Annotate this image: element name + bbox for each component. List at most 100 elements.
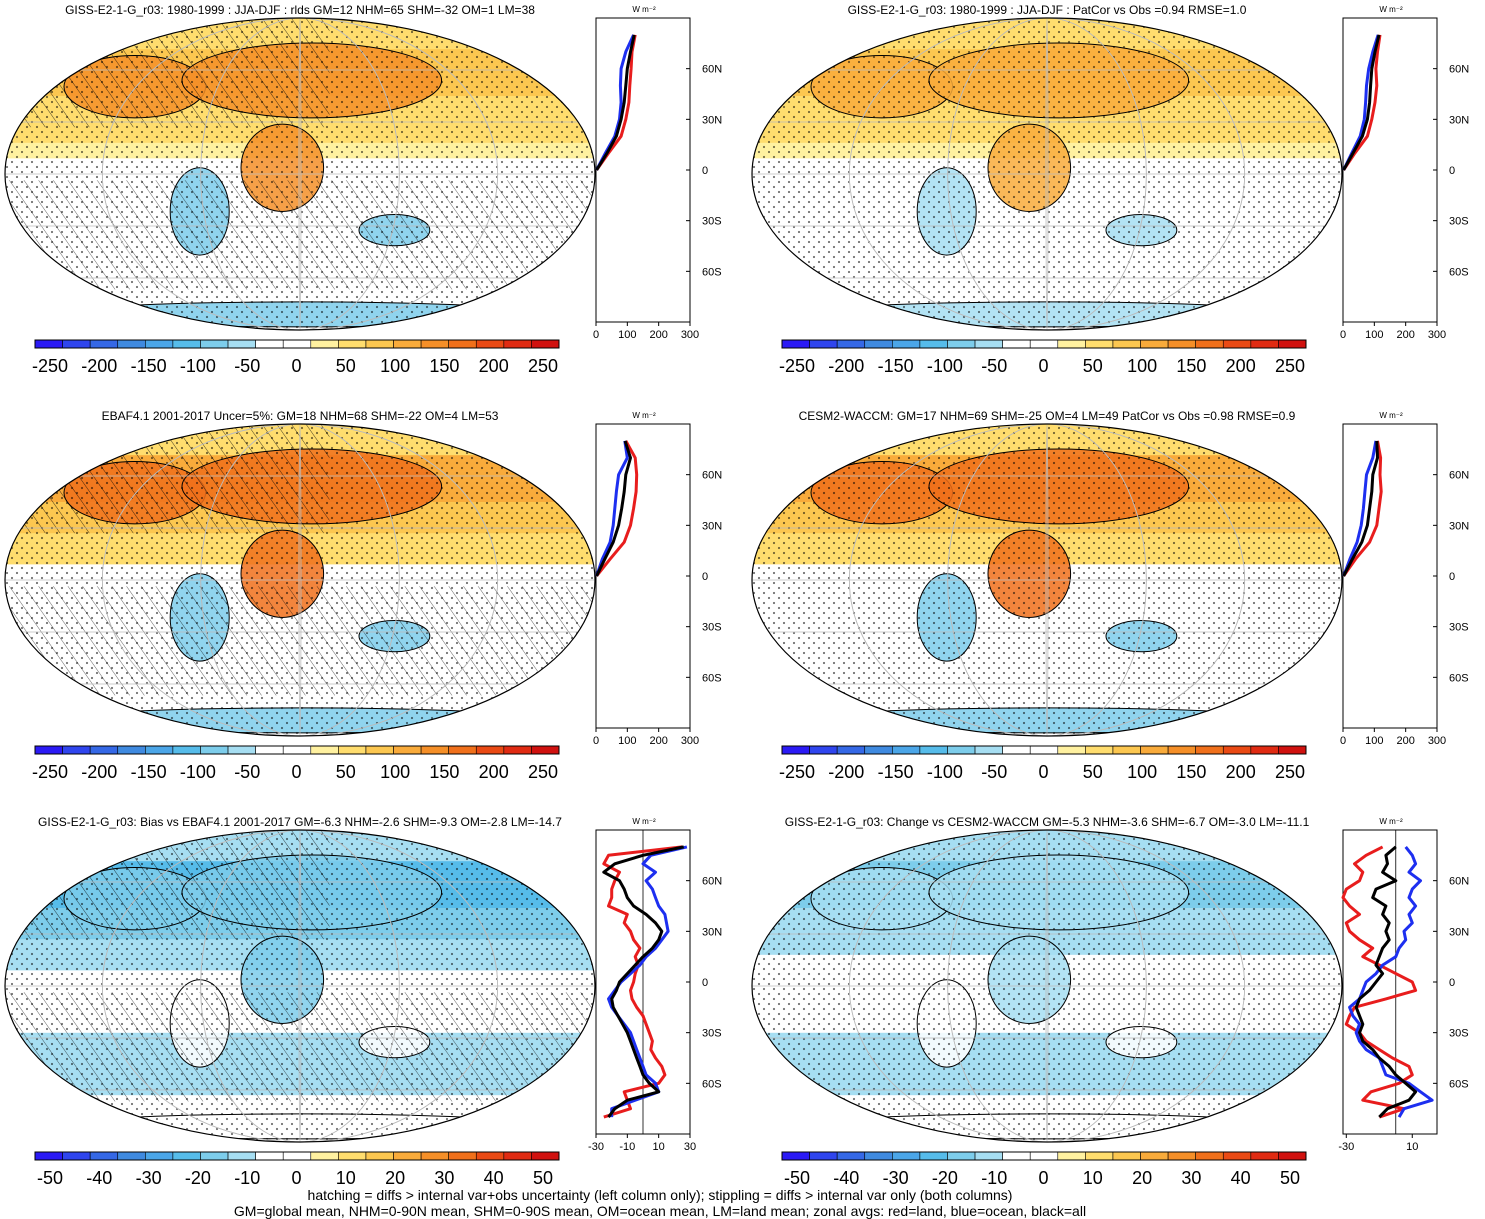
panel-1-lat-tick: 0 — [702, 165, 708, 177]
panel-1-hatching-sh — [5, 180, 595, 290]
panel-2-colorbar: -250 -200 -150 -100 -50 0 50 100 150 200 250 — [779, 339, 1307, 376]
panel-2-zonal-profile: W m⁻² 0 100 200 300 60N 30N 0 30S 60S — [1340, 5, 1469, 341]
panel-4-colorbar-tick: 200 — [1226, 762, 1256, 782]
panel-5: GISS-E2-1-G_r03: Bias vs EBAF4.1 2001-20… — [4, 815, 722, 1188]
panel-5-colorbar-tick: 50 — [533, 1168, 553, 1188]
panel-2-colorbar-tick: 150 — [1176, 356, 1206, 376]
panel-2-colorbar-tick: 0 — [1038, 356, 1048, 376]
panel-3-xtick: 300 — [681, 735, 699, 747]
panel-3-series-land — [595, 440, 639, 577]
panel-3-colorbar: -250 -200 -150 -100 -50 0 50 100 150 200 250 — [32, 745, 560, 782]
panel-6-colorbar-tick: 10 — [1083, 1168, 1103, 1188]
panel-1-colorbar-tick: 0 — [291, 356, 301, 376]
panel-6-title: GISS-E2-1-G_r03: Change vs CESM2-WACCM G… — [785, 815, 1310, 829]
panel-4-map-field — [752, 424, 1342, 736]
panel-5-colorbar-tick: 20 — [385, 1168, 405, 1188]
panel-3-map-outline — [4, 423, 596, 737]
panel-3-map-field — [5, 424, 595, 736]
panel-5-map-outline — [4, 829, 596, 1143]
panel-3-colorbar-tick: 150 — [429, 762, 459, 782]
panel-6: GISS-E2-1-G_r03: Change vs CESM2-WACCM G… — [751, 815, 1469, 1188]
panel-4-title: CESM2-WACCM: GM=17 NHM=69 SHM=-25 OM=4 L… — [799, 409, 1296, 423]
panel-2-title: GISS-E2-1-G_r03: 1980-1999 : JJA-DJF : P… — [848, 3, 1247, 17]
panel-5-colorbar-tick: -40 — [86, 1168, 112, 1188]
panel-3-lat-tick: 30N — [702, 520, 722, 532]
panel-3-lat-tick: 30S — [702, 622, 722, 634]
panel-1-colorbar-tick: -50 — [234, 356, 260, 376]
panel-2-lat-tick: 30N — [1449, 114, 1469, 126]
panel-3-title: EBAF4.1 2001-2017 Uncer=5%: GM=18 NHM=68… — [102, 409, 499, 423]
panel-5-lat-tick: 60S — [702, 1078, 722, 1090]
panel-2-xtick: 300 — [1428, 329, 1446, 341]
panel-4-xtick: 300 — [1428, 735, 1446, 747]
panel-4-series-ocean — [1342, 440, 1378, 577]
panel-6-colorbar-tick: -20 — [932, 1168, 958, 1188]
panel-1-zonal-profile: W m⁻² 0 100 200 300 60N 30N 0 30S 60S — [593, 5, 722, 341]
panel-6-lat-tick: 60S — [1449, 1078, 1469, 1090]
panel-1-series-all — [595, 34, 636, 171]
panel-6-colorbar-tick: 40 — [1231, 1168, 1251, 1188]
panel-4-series-land — [1342, 440, 1383, 577]
panel-2-series-land — [1342, 34, 1382, 171]
panel-1-colorbar-tick: -100 — [180, 356, 216, 376]
panel-5-colorbar-tick: 0 — [291, 1168, 301, 1188]
panel-3-colorbar-tick: -50 — [234, 762, 260, 782]
panel-2-map-outline — [751, 17, 1343, 331]
panel-3-colorbar-tick: 200 — [479, 762, 509, 782]
footer-line-2: GM=global mean, NHM=0-90N mean, SHM=0-90… — [234, 1203, 1086, 1219]
panel-1-xtick: 0 — [593, 329, 599, 341]
panel-2-xtick: 0 — [1340, 329, 1346, 341]
panel-1-unit-label: W m⁻² — [632, 5, 656, 14]
panel-3-lat-tick: 0 — [702, 571, 708, 583]
panel-1-lat-tick: 30N — [702, 114, 722, 126]
panel-4-lat-tick: 0 — [1449, 571, 1455, 583]
panel-1-lat-tick: 60N — [702, 64, 722, 76]
panel-1-colorbar: -250 -200 -150 -100 -50 0 50 100 150 200 250 — [32, 339, 560, 376]
panel-5-colorbar-tick: 40 — [484, 1168, 504, 1188]
panel-6-series-all — [1354, 845, 1418, 1119]
panel-5-lat-tick: 0 — [702, 977, 708, 989]
panels-root: GISS-E2-1-G_r03: 1980-1999 : JJA-DJF : r… — [4, 3, 1469, 1188]
panel-3-colorbar-tick: -150 — [131, 762, 167, 782]
panel-4-lat-tick: 60N — [1449, 470, 1469, 482]
panel-5-series-all — [602, 845, 685, 1119]
panel-1-map-outline — [4, 17, 596, 331]
panel-1-xtick: 100 — [618, 329, 636, 341]
panel-4-colorbar-tick: -50 — [981, 762, 1007, 782]
panel-5-zonal-profile: W m⁻² -30 -10 10 30 60N 30N 0 30S 60S — [588, 817, 722, 1153]
panel-6-lat-tick: 60N — [1449, 876, 1469, 888]
panel-6-lat-tick: 0 — [1449, 977, 1455, 989]
panel-1-colorbar-tick: -200 — [81, 356, 117, 376]
panel-4-colorbar-tick: 50 — [1083, 762, 1103, 782]
panel-6-xtick: 10 — [1406, 1141, 1418, 1153]
panel-6-colorbar-tick: -40 — [833, 1168, 859, 1188]
panel-5-lat-tick: 30N — [702, 926, 722, 938]
panel-4-lat-tick: 30S — [1449, 622, 1469, 634]
panel-3-xtick: 100 — [618, 735, 636, 747]
panel-4-colorbar-tick: 0 — [1038, 762, 1048, 782]
panel-2-colorbar-tick: -150 — [878, 356, 914, 376]
panel-2-colorbar-tick: -250 — [779, 356, 815, 376]
panel-3-xtick: 0 — [593, 735, 599, 747]
panel-3-colorbar-tick: -200 — [81, 762, 117, 782]
panel-1-colorbar-tick: -150 — [131, 356, 167, 376]
panel-4-lat-tick: 30N — [1449, 520, 1469, 532]
panel-4-map-outline — [751, 423, 1343, 737]
panel-4-colorbar-tick: -250 — [779, 762, 815, 782]
panel-5-lat-tick: 60N — [702, 876, 722, 888]
panel-2-colorbar-tick: -100 — [927, 356, 963, 376]
panel-6-colorbar-tick: 50 — [1280, 1168, 1300, 1188]
panel-3-colorbar-tick: 50 — [336, 762, 356, 782]
panel-6-colorbar-tick: -50 — [784, 1168, 810, 1188]
panel-5-unit-label: W m⁻² — [632, 817, 656, 826]
panel-3-colorbar-tick: -100 — [180, 762, 216, 782]
panel-2-map-field — [752, 18, 1342, 330]
panel-6-xtick: -30 — [1338, 1141, 1354, 1153]
panel-6-colorbar-tick: 20 — [1132, 1168, 1152, 1188]
panel-4-colorbar-tick: -200 — [828, 762, 864, 782]
panel-5-xtick: 30 — [684, 1141, 696, 1153]
panel-6-unit-label: W m⁻² — [1379, 817, 1403, 826]
panel-3-lat-tick: 60S — [702, 672, 722, 684]
panel-2-colorbar-tick: -200 — [828, 356, 864, 376]
panel-4-colorbar-tick: 250 — [1275, 762, 1305, 782]
